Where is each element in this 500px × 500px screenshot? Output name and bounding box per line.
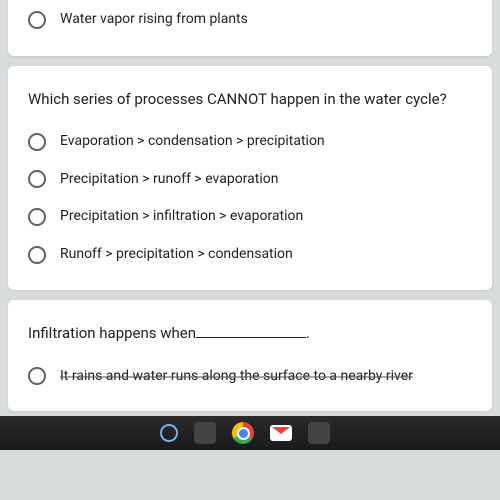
next-question-prompt: Infiltration happens when. <box>28 322 472 345</box>
windows-taskbar <box>0 416 500 450</box>
question-prompt: Which series of processes CANNOT happen … <box>28 88 472 111</box>
taskview-icon[interactable] <box>194 422 216 444</box>
option-4[interactable]: Runoff > precipitation > condensation <box>28 245 472 265</box>
main-question-card: Which series of processes CANNOT happen … <box>8 66 492 291</box>
next-option-label: It rains and water runs along the surfac… <box>60 368 413 384</box>
next-prompt-suffix: . <box>306 324 310 342</box>
radio-icon <box>28 367 46 385</box>
cortana-icon[interactable] <box>160 424 178 442</box>
prev-option[interactable]: Water vapor rising from plants <box>28 10 472 30</box>
app-icon[interactable] <box>308 422 330 444</box>
radio-icon <box>28 208 46 226</box>
blank-line <box>196 324 306 338</box>
radio-icon <box>28 11 46 29</box>
next-prompt-prefix: Infiltration happens when <box>28 324 196 342</box>
radio-icon <box>28 133 46 151</box>
prev-option-label: Water vapor rising from plants <box>60 10 248 30</box>
option-3-label: Precipitation > infiltration > evaporati… <box>60 207 303 227</box>
previous-question-card: Water vapor rising from plants <box>8 0 492 56</box>
option-4-label: Runoff > precipitation > condensation <box>60 245 293 265</box>
radio-icon <box>28 246 46 264</box>
next-question-card: Infiltration happens when. It rains and … <box>8 300 492 411</box>
cutoff-overlay <box>60 376 413 378</box>
option-3[interactable]: Precipitation > infiltration > evaporati… <box>28 207 472 227</box>
gmail-icon[interactable] <box>270 425 292 441</box>
radio-icon <box>28 170 46 188</box>
option-2[interactable]: Precipitation > runoff > evaporation <box>28 170 472 190</box>
option-1[interactable]: Evaporation > condensation > precipitati… <box>28 132 472 152</box>
chrome-icon[interactable] <box>232 422 254 444</box>
option-1-label: Evaporation > condensation > precipitati… <box>60 132 325 152</box>
option-2-label: Precipitation > runoff > evaporation <box>60 170 278 190</box>
next-option-partial[interactable]: It rains and water runs along the surfac… <box>28 367 472 385</box>
